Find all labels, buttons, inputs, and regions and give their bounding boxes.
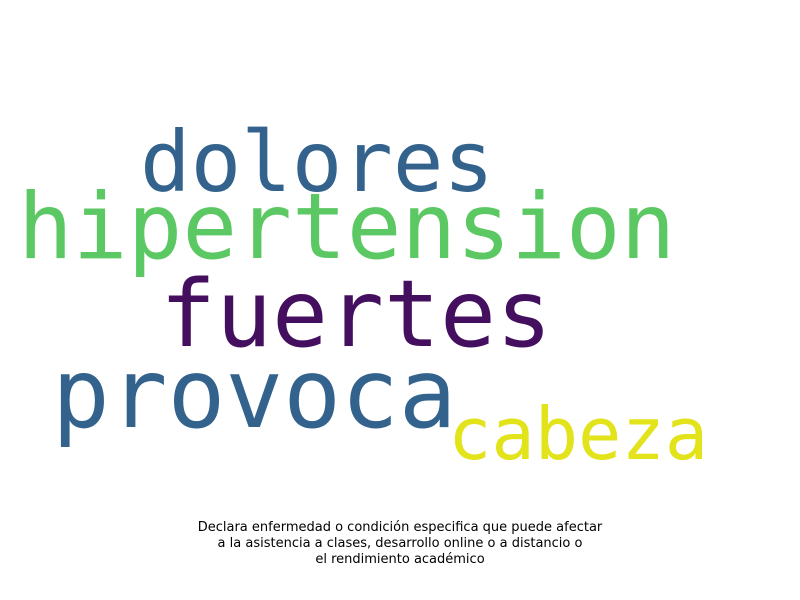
figure-caption: Declara enfermedad o condición especific…: [100, 520, 700, 568]
word-cabeza: cabeza: [448, 392, 709, 476]
word-dolores: dolores: [140, 113, 495, 211]
word-hipertension: hipertension: [18, 175, 676, 280]
caption-line-2: a la asistencia a clases, desarrollo onl…: [217, 536, 583, 551]
caption-line-3: el rendimiento académico: [315, 552, 485, 567]
word-fuertes: fuertes: [160, 260, 552, 368]
caption-line-1: Declara enfermedad o condición especific…: [197, 520, 603, 535]
word-provoca: provoca: [52, 338, 457, 450]
